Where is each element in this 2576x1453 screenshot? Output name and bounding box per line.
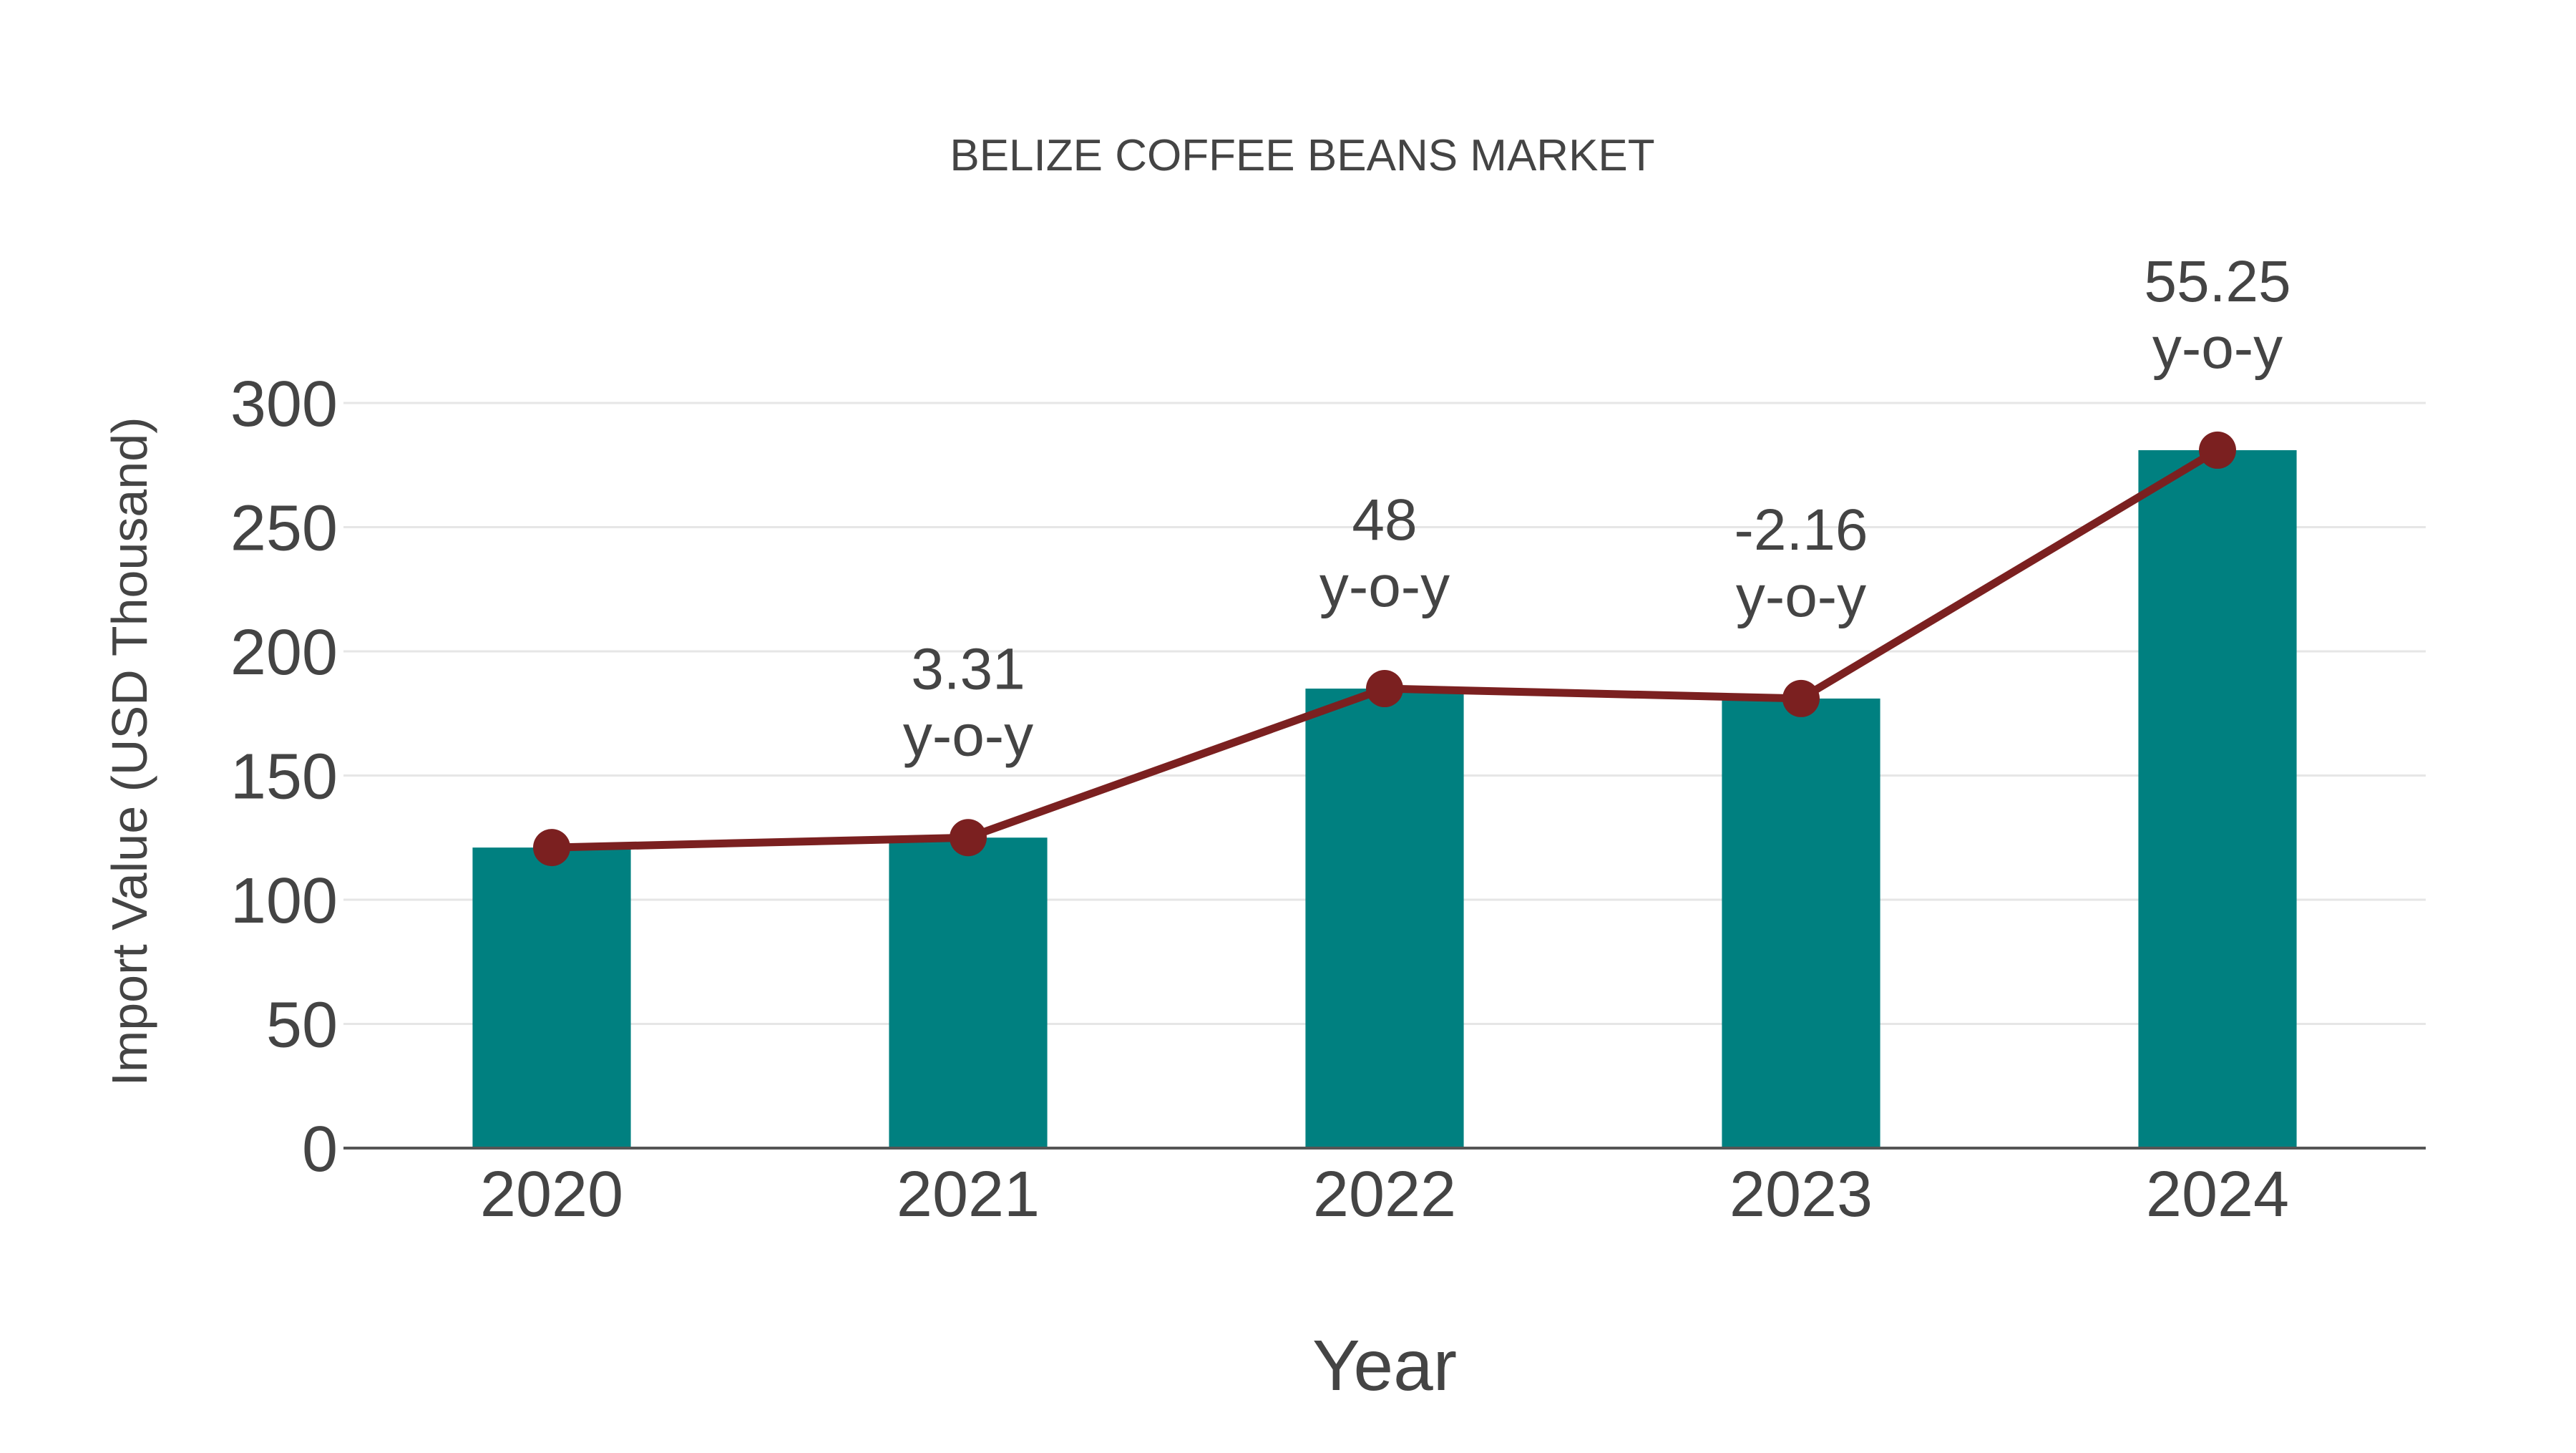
y-tick-label: 200 xyxy=(230,617,338,689)
yoy-value: 3.31 xyxy=(911,636,1025,701)
x-tick-label: 2022 xyxy=(1313,1159,1456,1230)
y-tick-label: 250 xyxy=(230,493,338,565)
x-tick-label: 2021 xyxy=(897,1159,1040,1230)
y-tick-label: 50 xyxy=(266,990,338,1061)
trend-marker-2023 xyxy=(1782,679,1820,717)
yoy-suffix: y-o-y xyxy=(1736,564,1866,629)
bar-2024 xyxy=(2138,449,2297,1148)
bar-2023 xyxy=(1722,698,1880,1148)
yoy-suffix: y-o-y xyxy=(1319,554,1450,619)
yoy-suffix: y-o-y xyxy=(2152,316,2283,381)
y-axis-title: Import Value (USD Thousand) xyxy=(102,417,157,1086)
yoy-value: 48 xyxy=(1352,487,1417,553)
x-axis-title: Year xyxy=(1312,1326,1457,1406)
y-tick-label: 0 xyxy=(302,1114,338,1185)
bar-series xyxy=(472,449,2297,1148)
line-series xyxy=(533,431,2236,867)
bar-2022 xyxy=(1305,689,1464,1148)
yoy-annotation-2022: 48y-o-y xyxy=(1319,487,1450,619)
yoy-suffix: y-o-y xyxy=(903,703,1033,768)
y-tick-label: 300 xyxy=(230,369,338,440)
bar-2020 xyxy=(472,847,631,1148)
yoy-value: -2.16 xyxy=(1735,497,1868,563)
trend-marker-2024 xyxy=(2199,431,2236,469)
x-axis-ticks: 2020 2021 2022 2023 2024 xyxy=(480,1159,2289,1230)
y-tick-label: 150 xyxy=(230,742,338,813)
y-axis-ticks: 0 50 100 150 200 250 300 xyxy=(230,369,338,1185)
yoy-annotation-2024: 55.25y-o-y xyxy=(2144,249,2290,381)
trend-marker-2020 xyxy=(533,829,570,867)
y-tick-label: 100 xyxy=(230,865,338,937)
chart-title: BELIZE COFFEE BEANS MARKET xyxy=(950,131,1654,180)
x-tick-label: 2024 xyxy=(2146,1159,2289,1230)
trend-marker-2022 xyxy=(1366,670,1403,708)
bar-2021 xyxy=(889,837,1048,1148)
x-tick-label: 2023 xyxy=(1729,1159,1873,1230)
yoy-annotation-2021: 3.31y-o-y xyxy=(903,636,1033,768)
yoy-value: 55.25 xyxy=(2144,249,2290,314)
x-tick-label: 2020 xyxy=(480,1159,623,1230)
trend-marker-2021 xyxy=(950,819,987,857)
yoy-annotation-2023: -2.16y-o-y xyxy=(1735,497,1868,629)
